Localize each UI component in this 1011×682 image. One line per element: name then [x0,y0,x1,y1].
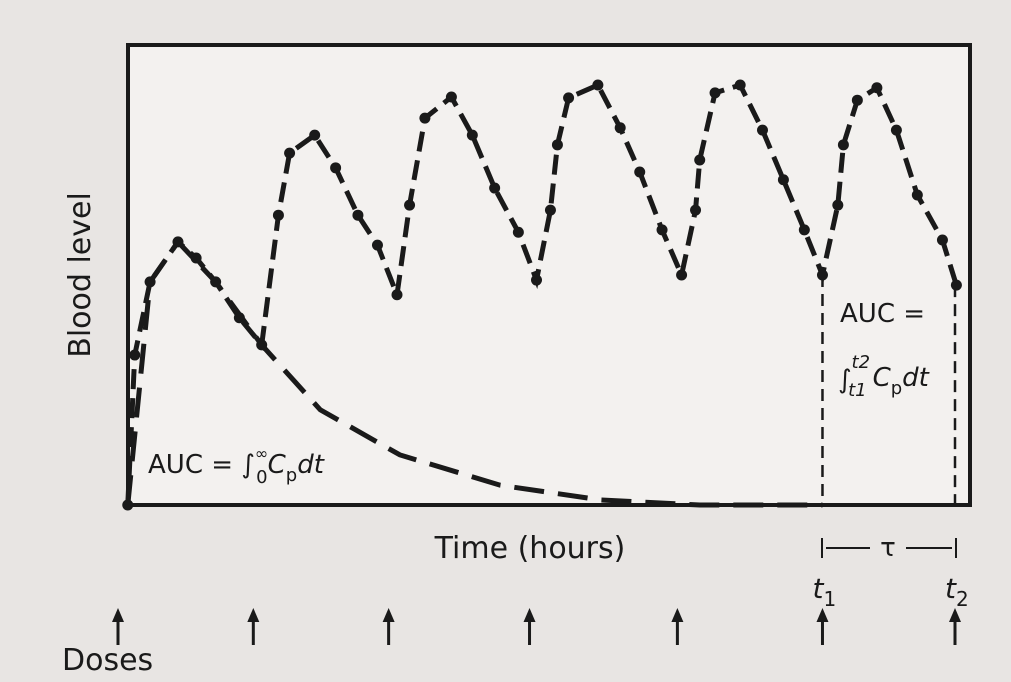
data-point [911,189,923,201]
data-point [614,122,626,134]
data-point [709,87,721,99]
data-point [419,112,431,124]
data-point [466,129,478,141]
data-point [371,239,383,251]
data-line [125,81,959,506]
data-point [756,124,768,136]
interval-mark-sub: 1 [823,587,836,611]
auc-integrand-sub: p [286,465,297,486]
auc-int-sign: ∫ [838,365,852,395]
auc-lower: t1 [848,380,867,401]
data-point [512,226,524,238]
dose-arrow-head [816,608,829,622]
dose-arrow-head [112,608,124,622]
tau-label: τ [880,533,896,563]
auc-suffix: dt [297,450,325,480]
interval-mark-sub: 2 [956,587,969,611]
data-point [634,166,646,178]
auc-total-annotation: AUC = ∫∞ 0Cpdt [148,444,325,488]
data-point [656,224,668,236]
auc-suffix: dt [902,363,930,393]
data-point [445,91,457,103]
data-point [798,224,810,236]
data-point [936,234,948,246]
data-point [890,124,902,136]
y-axis-label: Blood level [63,192,98,358]
data-point [272,209,284,221]
data-point [129,349,141,361]
data-point [489,182,501,194]
data-point [531,274,542,286]
auc-lower: 0 [256,467,267,488]
data-point [690,204,702,216]
data-point [551,139,563,151]
dose-arrow-head [523,608,536,622]
auc-integrand: C [268,450,287,480]
data-point [544,204,556,216]
auc-upper: t2 [852,352,871,373]
dose-arrow-head [949,608,961,622]
data-line [125,237,823,508]
dose-arrow [949,608,961,645]
interval-mark: t1 [812,572,836,611]
x-axis-label: Time (hours) [434,531,626,566]
dose-arrow-head [671,608,684,622]
doses-label: Doses [62,643,153,678]
interval-mark: t2 [945,572,969,611]
data-point [694,154,706,166]
data-point [391,289,403,301]
data-point [851,94,863,106]
data-point [676,269,688,281]
data-point [871,82,883,94]
data-point [777,174,789,186]
interval-mark-letter: t [945,572,957,605]
auc-prefix: AUC = ∫ [148,450,255,480]
data-point [284,147,296,159]
data-point [563,92,575,104]
data-point [832,199,844,211]
interval-mark-letter: t [812,572,824,605]
dose-arrow [523,608,536,645]
auc-integrand: C [873,363,892,393]
auc-interval-annotation: AUC = [840,299,925,329]
data-point [309,129,321,141]
data-point [837,139,849,151]
data-point [592,79,604,91]
data-point [734,79,746,91]
dose-arrow [112,608,124,645]
data-point [404,199,416,211]
dose-arrow-head [382,608,395,622]
dose-arrow [382,608,395,645]
auc-integrand-sub: p [891,378,902,399]
dose-arrow [671,608,684,645]
auc-upper: ∞ [255,444,268,463]
auc-interval-integral: ∫t2 t1 Cpdt [838,352,930,401]
dose-arrow [816,608,829,645]
dose-arrow-head [247,608,260,622]
dose-arrow [247,608,260,645]
data-point [950,279,962,291]
data-point [330,162,342,174]
data-point [352,209,364,221]
plot-frame [126,43,972,507]
